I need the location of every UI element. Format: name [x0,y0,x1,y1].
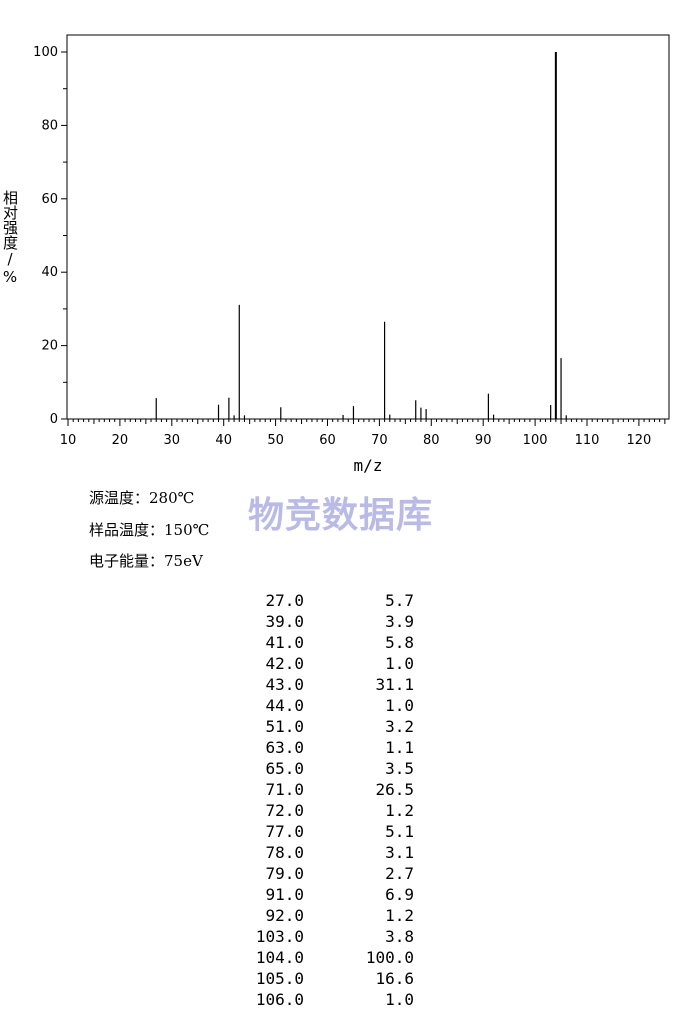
x-tick-label: 20 [112,433,129,448]
peak-table-row: 51.0 3.2 [246,716,414,737]
peak-mz-value: 106.0 [255,990,304,1009]
y-axis: 0 20 40 60 80 100 [33,45,67,427]
peak-mz-value: 77.0 [265,822,304,841]
peak-mz-value: 42.0 [265,654,304,673]
peak-table-row: 78.0 3.1 [246,842,414,863]
peak-intensity-value: 100.0 [365,948,414,967]
mass-spectrum-chart: 0 20 40 60 80 100 10 20 30 40 50 60 70 80 90 100 110 120… [1,34,670,475]
x-tick-label: 80 [423,433,440,448]
peak-table-row: 41.0 5.8 [246,632,414,653]
sample-temperature: 样品温度：150℃ [89,521,210,539]
x-axis: 10 20 30 40 50 60 70 80 90 100 110 120 [60,419,666,448]
peak-intensity-value: 5.1 [385,822,414,841]
peak-mz-value: 27.0 [265,591,304,610]
peak-mz-value: 103.0 [255,927,304,946]
plot-frame [66,34,670,420]
x-tick-label: 120 [626,433,651,448]
x-tick-label: 30 [164,433,181,448]
y-tick-label: 100 [33,45,58,60]
peak-mz-value: 41.0 [265,633,304,652]
peak-mz-value: 91.0 [265,885,304,904]
watermark-text: 物竞数据库 [248,495,434,536]
y-tick-label: 40 [41,265,58,280]
peak-intensity-value: 6.9 [385,885,414,904]
peak-table-row: 79.0 2.7 [246,863,414,884]
peak-intensity-value: 1.0 [385,696,414,715]
peak-table-row: 77.0 5.1 [246,821,414,842]
peak-intensity-value: 2.7 [385,864,414,883]
peak-mz-value: 43.0 [265,675,304,694]
peak-table-row: 103.0 3.8 [246,926,414,947]
peak-intensity-value: 26.5 [375,780,414,799]
x-tick-label: 50 [267,433,284,448]
source-temperature: 源温度：280℃ [89,489,195,507]
peak-intensity-value: 1.1 [385,738,414,757]
x-tick-label: 40 [215,433,232,448]
peak-mz-value: 78.0 [265,843,304,862]
peak-table-row: 106.0 1.0 [246,989,414,1010]
peak-intensity-value: 3.2 [385,717,414,736]
peak-table-row: 65.0 3.5 [246,758,414,779]
peak-intensity-value: 5.8 [385,633,414,652]
peak-intensity-value: 3.8 [385,927,414,946]
x-tick-label: 70 [371,433,388,448]
x-tick-label: 110 [575,433,600,448]
peak-table-row: 72.0 1.2 [246,800,414,821]
peak-mz-value: 44.0 [265,696,304,715]
peak-table-row: 91.0 6.9 [246,884,414,905]
peak-table-row: 43.0 31.1 [246,674,414,695]
peak-table-row: 27.0 5.7 [246,590,414,611]
y-axis-label: 相对强度/% [1,190,19,286]
peak-intensity-value: 5.7 [385,591,414,610]
peak-table: 27.0 5.7 39.0 3.9 41.0 5.8 42.0 1.0 43.0 31.1 44.0… [246,590,414,1010]
peak-intensity-value: 1.0 [385,990,414,1009]
peak-table-row: 42.0 1.0 [246,653,414,674]
peak-mz-value: 51.0 [265,717,304,736]
x-tick-label: 90 [475,433,492,448]
x-tick-label: 100 [523,433,548,448]
peak-intensity-value: 3.5 [385,759,414,778]
y-tick-label: 0 [50,412,58,427]
peak-table-row: 44.0 1.0 [246,695,414,716]
x-tick-label: 10 [60,433,77,448]
peak-mz-value: 92.0 [265,906,304,925]
peak-mz-value: 104.0 [255,948,304,967]
peak-table-row: 104.0 100.0 [246,947,414,968]
x-tick-label: 60 [319,433,336,448]
peak-mz-value: 63.0 [265,738,304,757]
peak-mz-value: 72.0 [265,801,304,820]
peak-mz-value: 65.0 [265,759,304,778]
peak-intensity-value: 3.1 [385,843,414,862]
y-tick-label: 80 [41,118,58,133]
peak-intensity-value: 3.9 [385,612,414,631]
x-axis-label: m/z [354,456,383,475]
peak-table-row: 92.0 1.2 [246,905,414,926]
peak-intensity-value: 1.0 [385,654,414,673]
peak-intensity-value: 1.2 [385,801,414,820]
peak-intensity-value: 16.6 [375,969,414,988]
peak-mz-value: 105.0 [255,969,304,988]
peak-table-row: 71.0 26.5 [246,779,414,800]
peak-intensity-value: 31.1 [375,675,414,694]
peak-table-row: 39.0 3.9 [246,611,414,632]
peak-mz-value: 79.0 [265,864,304,883]
peak-mz-value: 39.0 [265,612,304,631]
peak-mz-value: 71.0 [265,780,304,799]
peak-intensity-value: 1.2 [385,906,414,925]
y-tick-label: 60 [41,192,58,207]
electron-energy: 电子能量：75eV [89,552,203,570]
y-tick-label: 20 [41,339,58,354]
peak-bars [155,52,567,419]
peak-table-row: 105.0 16.6 [246,968,414,989]
peak-table-row: 63.0 1.1 [246,737,414,758]
